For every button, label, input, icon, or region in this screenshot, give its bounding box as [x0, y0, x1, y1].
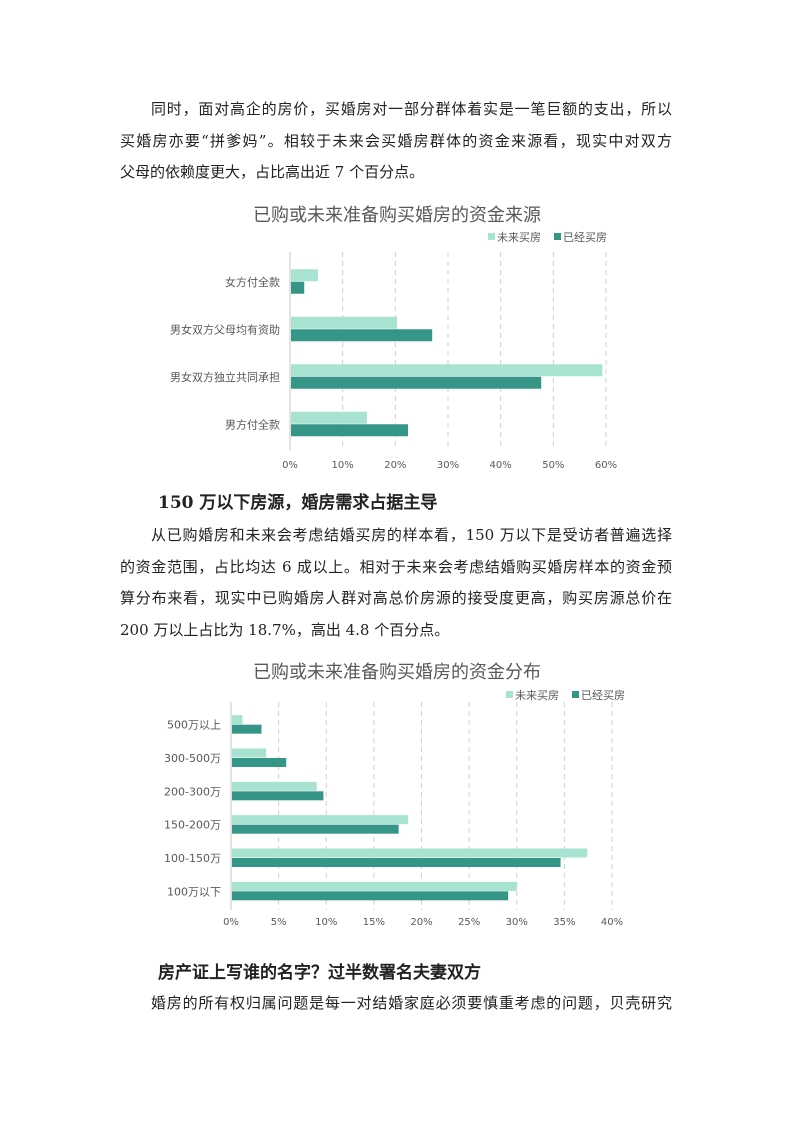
- tick-label: 25%: [458, 917, 480, 928]
- category-label: 100万以下: [167, 885, 221, 898]
- bar-future: [232, 748, 267, 758]
- tick-label: 10%: [315, 917, 337, 928]
- legend-swatch: [554, 233, 561, 240]
- tick-label: 30%: [437, 460, 459, 471]
- tick-label: 20%: [410, 917, 432, 928]
- category-label: 男女双方独立共同承担: [170, 370, 280, 384]
- bar-future: [291, 316, 397, 329]
- tick-label: 50%: [542, 460, 564, 471]
- category-label: 100-150万: [164, 852, 221, 865]
- bar-bought: [291, 424, 408, 437]
- text-line: 的资金范围，占比均达 6 成以上。相对于未来会考虑结婚购买婚房样本的资金预: [120, 557, 672, 576]
- tick-label: 0%: [223, 917, 239, 928]
- text-line: 父母的依赖度更大，占比高出近 7 个百分点。: [120, 163, 425, 181]
- bar-bought: [232, 791, 324, 801]
- bar-future: [291, 364, 603, 377]
- chart-title: 已购或未来准备购买婚房的资金分布: [253, 662, 541, 683]
- section-heading-price-range: 150 万以下房源，婚房需求占据主导: [158, 493, 438, 513]
- bar-bought: [232, 724, 262, 734]
- legend-swatch: [488, 233, 495, 240]
- text-line: 从已购婚房和未来会考虑结婚买房的样本看，150 万以下是受访者普遍选择: [151, 526, 672, 544]
- bar-bought: [232, 891, 509, 901]
- legend-label: 未来买房: [515, 689, 559, 702]
- bar-future: [232, 881, 517, 891]
- tick-label: 5%: [271, 917, 287, 928]
- bar-bought: [291, 329, 433, 342]
- category-label: 男方付全款: [225, 417, 280, 431]
- paragraph-funding-source: 同时，面对高企的房价，买婚房对一部分群体着实是一笔巨额的支出，所以买婚房亦要“拼…: [120, 94, 672, 189]
- tick-label: 40%: [490, 460, 512, 471]
- category-label: 150-200万: [164, 819, 221, 832]
- legend-label: 已经买房: [581, 689, 625, 702]
- text-line: 买婚房亦要“拼爹妈”。相较于未来会买婚房群体的资金来源看，现实中对双方: [120, 131, 672, 150]
- bar-bought: [291, 376, 542, 389]
- chart-title: 已购或未来准备购买婚房的资金来源: [253, 205, 541, 226]
- bar-bought: [232, 824, 399, 834]
- bar-bought: [232, 858, 561, 867]
- bar-future: [291, 269, 318, 282]
- category-label: 300-500万: [164, 752, 221, 765]
- tick-label: 35%: [553, 917, 575, 928]
- text-line: 同时，面对高企的房价，买婚房对一部分群体着实是一笔巨额的支出，所以: [151, 100, 672, 118]
- tick-label: 20%: [384, 460, 406, 471]
- category-label: 男女双方父母均有资助: [170, 322, 280, 336]
- bar-future: [232, 715, 243, 725]
- legend-swatch: [506, 691, 513, 698]
- tick-label: 40%: [601, 917, 623, 928]
- paragraph-price-range: 从已购婚房和未来会考虑结婚买房的样本看，150 万以下是受访者普遍选择的资金范围…: [120, 520, 672, 646]
- category-label: 500万以上: [167, 719, 221, 732]
- bar-future: [291, 411, 367, 424]
- tick-label: 0%: [282, 460, 298, 471]
- section-heading-title-deed: 房产证上写谁的名字？过半数署名夫妻双方: [158, 963, 481, 983]
- bar-future: [232, 848, 588, 858]
- bar-bought: [232, 758, 287, 767]
- legend-swatch: [572, 691, 579, 698]
- tick-label: 30%: [506, 917, 528, 928]
- text-line: 算分布来看，现实中已购婚房人群对高总价房源的接受度更高，购买房源总价在: [120, 589, 672, 607]
- paragraph-ownership: 婚房的所有权归属问题是每一对结婚家庭必须要慎重考虑的问题，贝壳研究: [120, 988, 672, 1020]
- bar-bought: [291, 281, 305, 294]
- tick-label: 15%: [363, 917, 385, 928]
- text-line: 婚房的所有权归属问题是每一对结婚家庭必须要慎重考虑的问题，贝壳研究: [151, 994, 672, 1012]
- text-line: 200 万以上占比为 18.7%，高出 4.8 个百分点。: [120, 620, 450, 639]
- legend-label: 已经买房: [563, 231, 607, 244]
- category-label: 200-300万: [164, 785, 221, 798]
- category-label: 女方付全款: [225, 275, 280, 289]
- tick-label: 10%: [332, 460, 354, 471]
- bar-future: [232, 781, 317, 791]
- legend-label: 未来买房: [497, 231, 541, 244]
- bar-future: [232, 815, 409, 825]
- tick-label: 60%: [595, 460, 617, 471]
